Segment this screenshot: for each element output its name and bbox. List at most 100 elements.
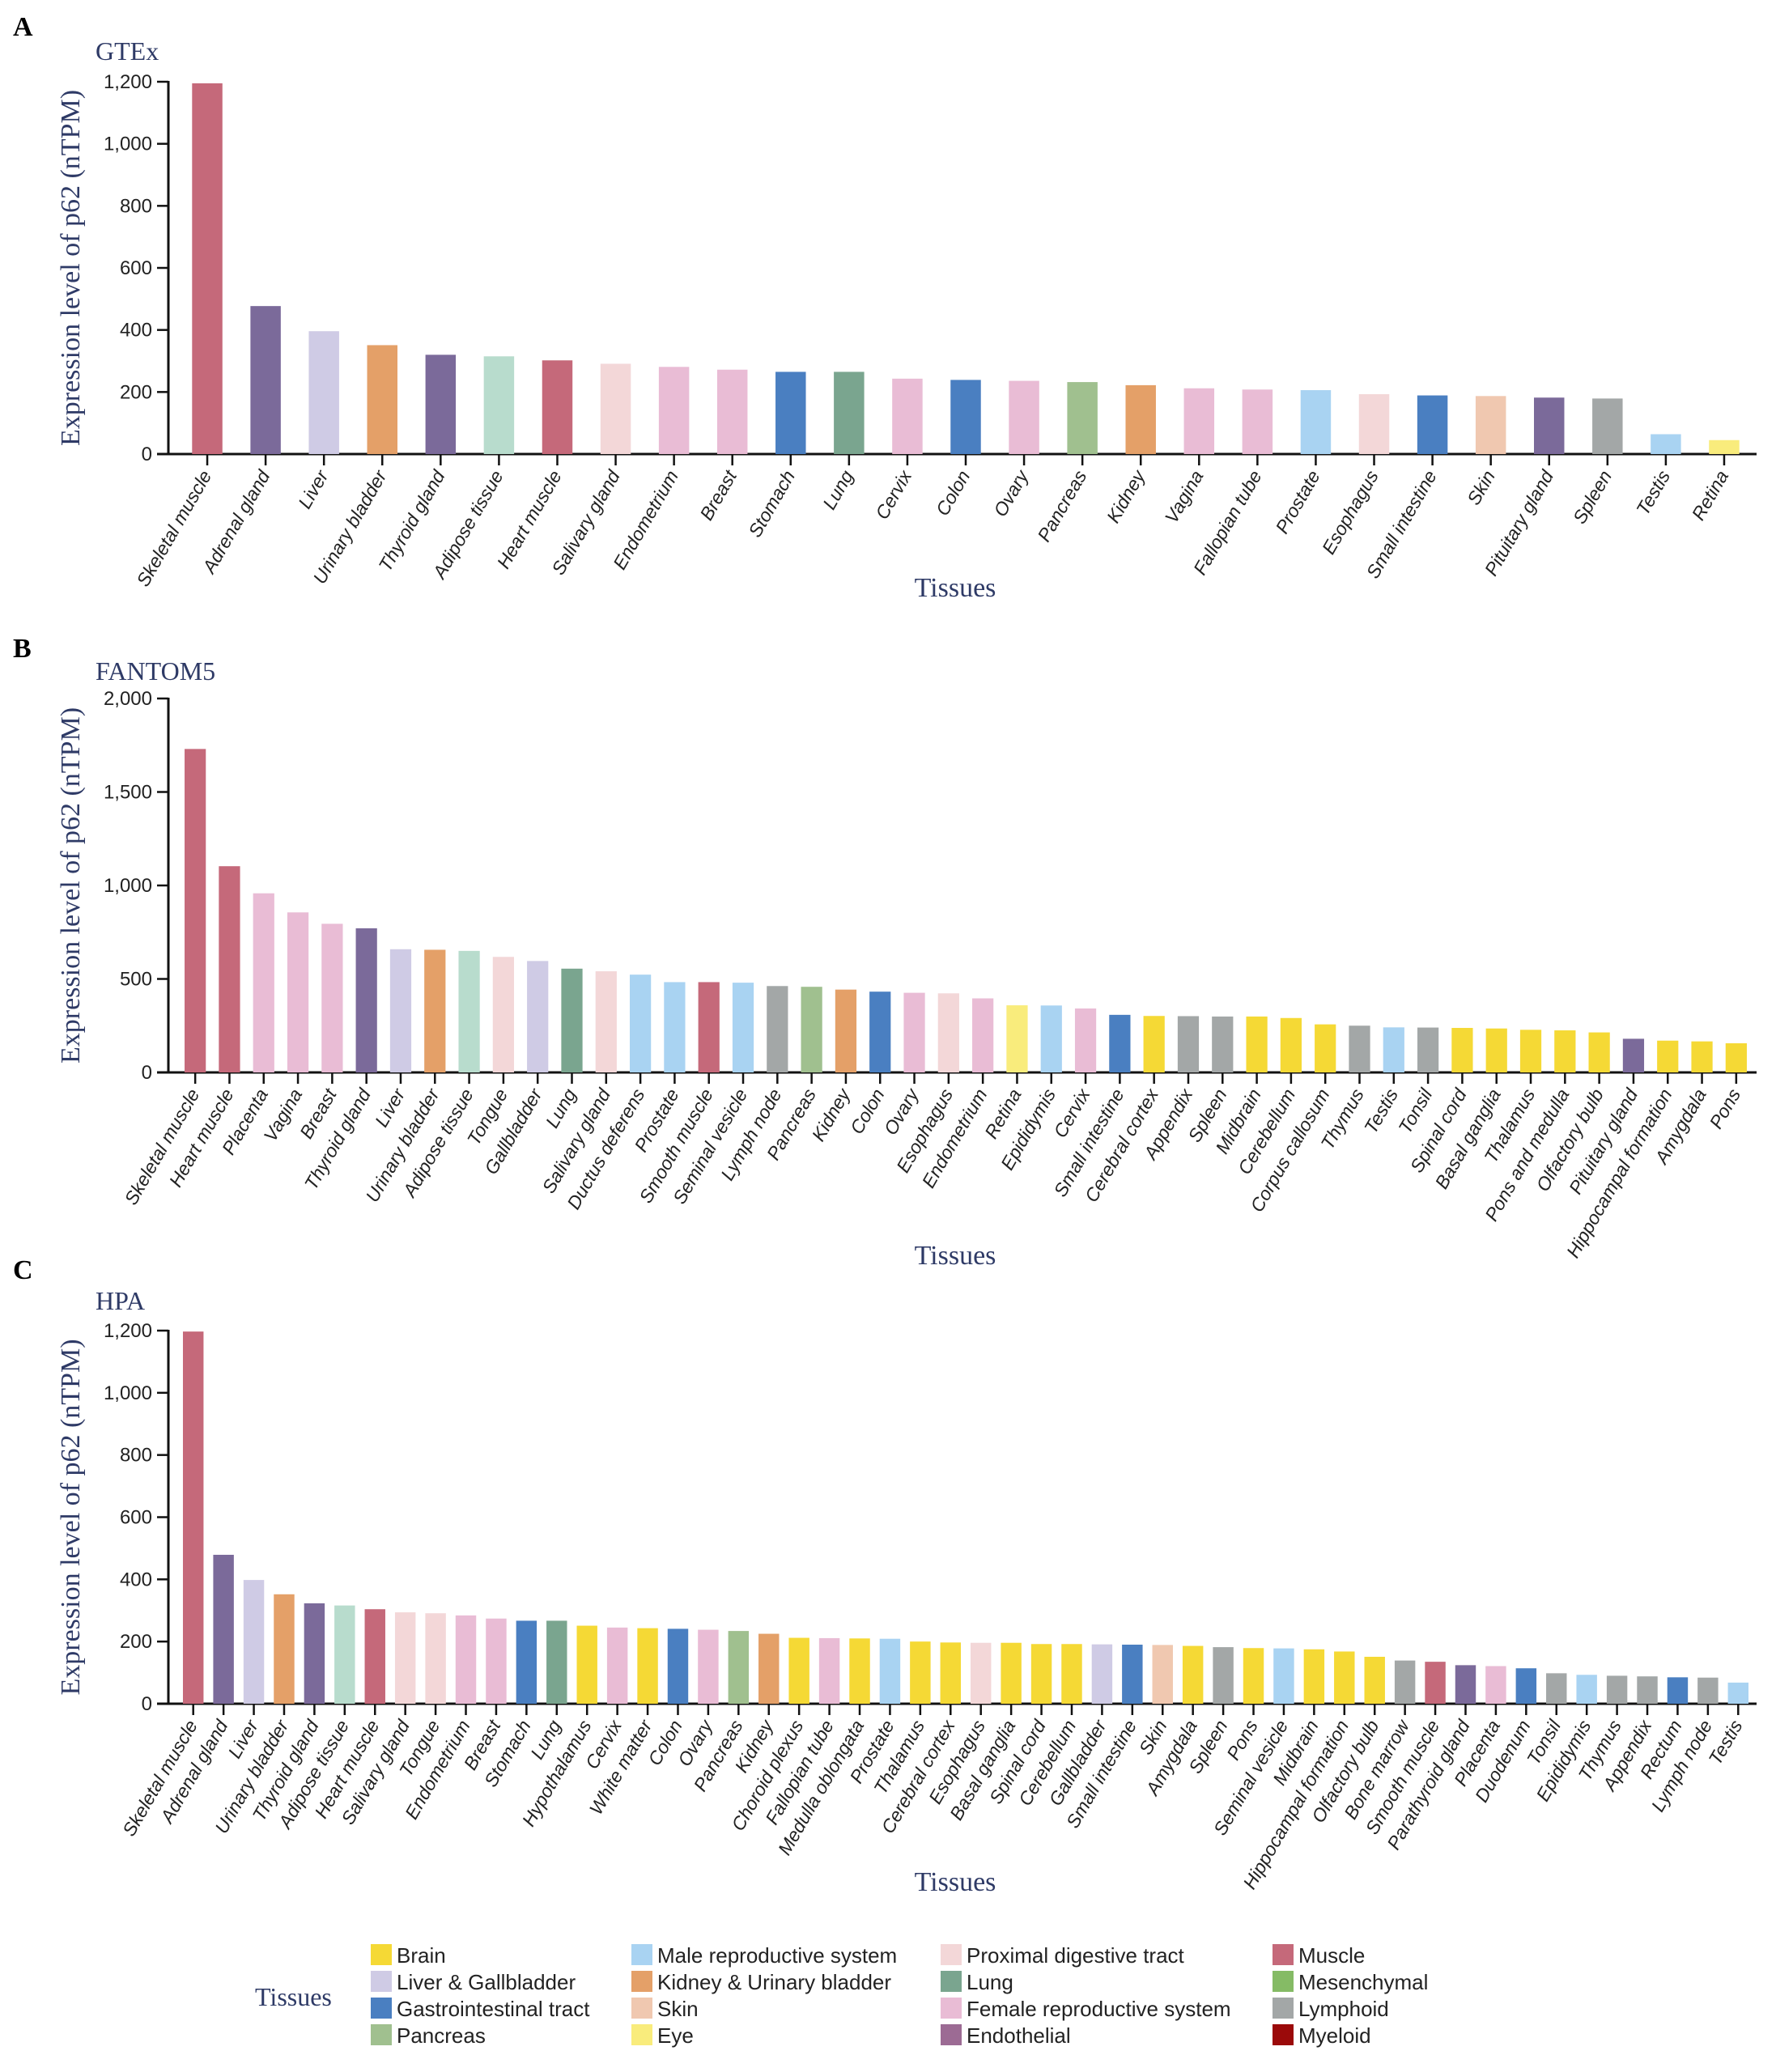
panel-letter: A	[13, 12, 33, 42]
bar	[424, 949, 446, 1072]
legend-label: Female reproductive system	[967, 1997, 1231, 2021]
bar	[788, 1637, 809, 1704]
bar	[546, 1620, 567, 1704]
legend-label: Male reproductive system	[657, 1943, 897, 1968]
bar	[527, 961, 549, 1072]
bar	[1091, 1644, 1113, 1704]
bar	[287, 912, 309, 1072]
bar	[1637, 1676, 1658, 1704]
bar	[728, 1631, 750, 1704]
legend-item: Liver & Gallbladder	[371, 1970, 576, 1994]
panel-B: B FANTOM5 Expression level of p62 (nTPM) 0 5…	[13, 634, 1757, 1271]
bar	[835, 989, 857, 1072]
bar	[892, 378, 923, 454]
bar	[1122, 1645, 1143, 1704]
bar	[1243, 1648, 1264, 1704]
bar	[1546, 1673, 1567, 1704]
bar	[1213, 1647, 1234, 1704]
y-tick-label: 1,500	[104, 782, 152, 804]
bar	[321, 923, 343, 1072]
y-tick-label: 600	[120, 1507, 152, 1529]
bar	[732, 983, 754, 1072]
bar	[1425, 1662, 1446, 1704]
bar	[767, 986, 788, 1072]
bar	[542, 360, 573, 454]
y-tick-label: 0	[142, 1062, 152, 1084]
legend-swatch	[631, 1998, 652, 2019]
x-tick-label: Vagina	[1161, 467, 1208, 527]
bar	[849, 1638, 870, 1704]
bar	[910, 1641, 931, 1704]
bar	[869, 991, 891, 1072]
bar	[1061, 1644, 1082, 1704]
legend-item: Gastrointestinal tract	[371, 1997, 590, 2021]
legend-item: Male reproductive system	[631, 1943, 897, 1968]
y-tick-label: 600	[120, 257, 152, 279]
bar	[1606, 1675, 1628, 1704]
bar	[1417, 1027, 1439, 1072]
bar	[274, 1594, 295, 1704]
bar	[1394, 1660, 1416, 1704]
x-tick-label: Liver	[294, 465, 333, 512]
x-tick-label: Pancreas	[1033, 466, 1090, 546]
legend-swatch	[371, 1971, 392, 1992]
bar	[1143, 1016, 1165, 1072]
panel-C: C HPA Expression level of p62 (nTPM) 0 200 40…	[13, 1255, 1757, 1897]
legend-label: Skin	[657, 1997, 699, 2021]
bar	[1334, 1651, 1355, 1704]
bar	[1622, 1038, 1645, 1072]
bar	[1485, 1666, 1506, 1704]
bar	[213, 1554, 234, 1704]
bar	[355, 928, 377, 1072]
bar	[1001, 1642, 1022, 1704]
y-tick-label: 2,000	[104, 688, 152, 710]
x-tick-label: Testis	[1632, 466, 1674, 519]
bar	[1727, 1682, 1749, 1704]
x-tick-label: Esophagus	[1318, 466, 1383, 558]
bar	[1383, 1027, 1404, 1072]
y-tick-label: 400	[120, 1569, 152, 1590]
bar	[1667, 1677, 1689, 1704]
legend-label: Lymphoid	[1298, 1997, 1389, 2021]
bar	[1152, 1645, 1173, 1704]
legend-item: Eye	[631, 2023, 694, 2048]
bar	[600, 363, 631, 454]
y-tick-label: 1,200	[104, 71, 152, 93]
bar	[595, 971, 617, 1072]
bar	[1725, 1042, 1747, 1072]
y-axis-label: Expression level of p62 (nTPM)	[56, 707, 86, 1064]
x-tick-label: Ovary	[989, 465, 1033, 520]
x-axis-label: Tissues	[915, 1241, 996, 1271]
legend-swatch	[1273, 1944, 1294, 1965]
bar	[716, 369, 748, 454]
y-tick-label: 500	[120, 969, 152, 991]
bar	[903, 992, 925, 1072]
bar	[658, 367, 690, 454]
bar	[1455, 1665, 1476, 1704]
bar	[1030, 1644, 1052, 1704]
bar	[492, 957, 515, 1072]
bar	[425, 355, 457, 454]
bar	[367, 345, 397, 454]
y-axis-label: Expression level of p62 (nTPM)	[56, 90, 86, 446]
bar	[937, 993, 959, 1072]
bar	[606, 1627, 628, 1704]
legend-label: Lung	[967, 1970, 1013, 1994]
bar	[1349, 1025, 1370, 1072]
x-tick-label: Breast	[695, 465, 741, 524]
bar	[1364, 1656, 1385, 1704]
legend-label: Muscle	[1298, 1943, 1365, 1968]
legend-swatch	[631, 1944, 652, 1965]
legend-swatch	[371, 1944, 392, 1965]
bar	[486, 1618, 507, 1704]
bar	[1183, 388, 1215, 454]
bar	[334, 1605, 355, 1704]
y-tick-label: 200	[120, 381, 152, 403]
bar	[425, 1613, 446, 1704]
bar	[516, 1620, 537, 1704]
bar	[818, 1637, 840, 1704]
bar	[1212, 1016, 1234, 1072]
bar	[972, 998, 994, 1072]
x-tick-label: Cervix	[871, 465, 916, 523]
